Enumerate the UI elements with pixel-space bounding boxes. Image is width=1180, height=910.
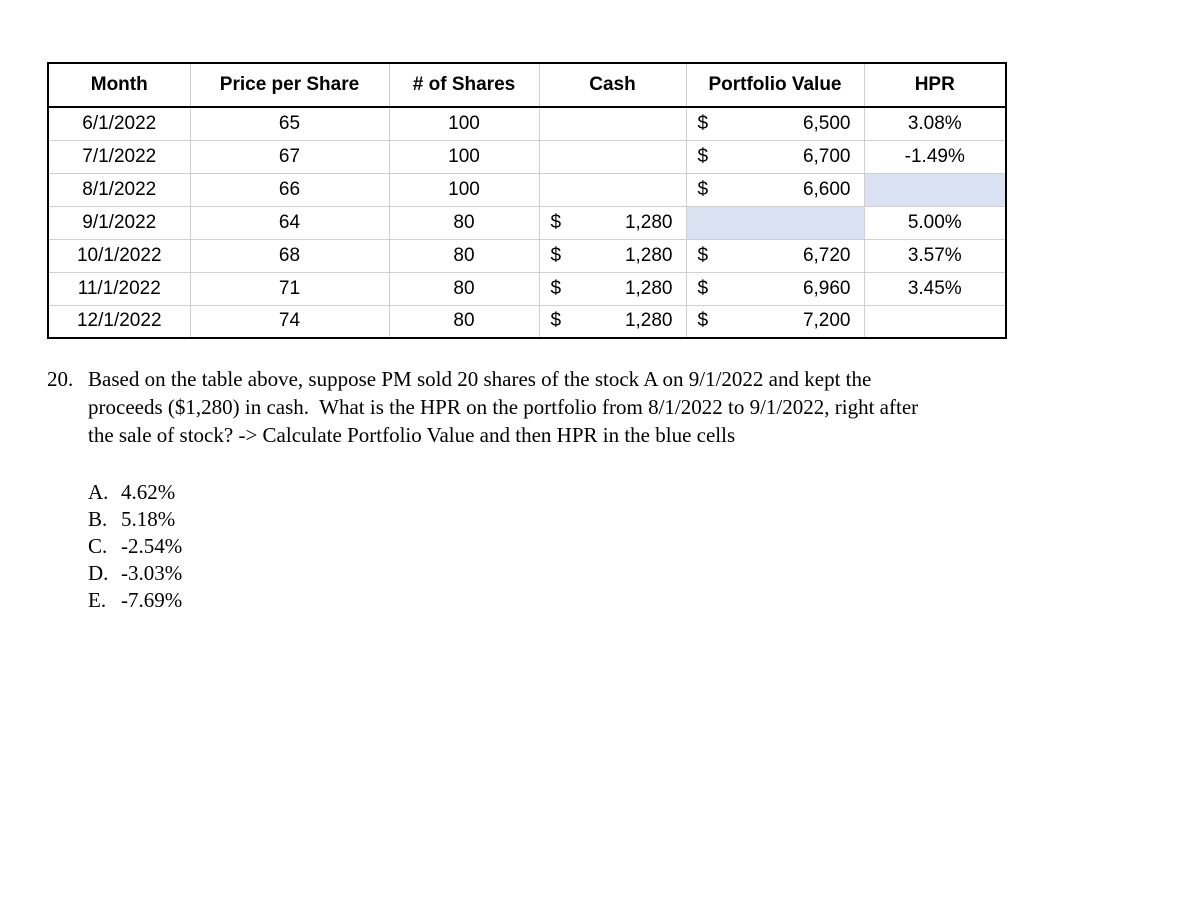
answer-choice-a: A. 4.62% (88, 479, 182, 506)
header-num-shares: # of Shares (388, 62, 540, 108)
dollar-sign: $ (697, 244, 709, 266)
portfolio-table: Month Price per Share # of Shares Cash P… (47, 62, 1007, 339)
price-cell: 68 (189, 238, 390, 273)
choice-letter: A. (88, 480, 109, 504)
choice-letter: D. (88, 561, 109, 585)
portfolio-value-amount: 6,600 (802, 178, 851, 200)
question-line: proceeds ($1,280) in cash. What is the H… (88, 395, 919, 419)
month-cell: 12/1/2022 (47, 304, 191, 339)
dollar-sign: $ (697, 277, 709, 299)
choice-value: 5.18% (121, 507, 176, 531)
table-header-row: Month Price per Share # of Shares Cash P… (47, 62, 1007, 108)
header-price-per-share: Price per Share (189, 62, 390, 108)
hpr-cell: 3.45% (863, 271, 1007, 306)
dollar-sign: $ (550, 310, 562, 332)
header-hpr: HPR (863, 62, 1007, 108)
choice-value: -3.03% (121, 561, 183, 585)
shares-cell: 100 (388, 106, 540, 141)
table-row: 8/1/2022 66 100 $6,600 (47, 172, 1007, 207)
table-row: 12/1/2022 74 80 $1,280 $7,200 (47, 304, 1007, 339)
dollar-sign: $ (550, 211, 562, 233)
portfolio-value-cell: $6,960 (685, 271, 865, 306)
answer-choice-e: E. -7.69% (88, 587, 182, 614)
cash-amount: 1,280 (624, 244, 673, 266)
price-cell: 71 (189, 271, 390, 306)
cash-amount: 1,280 (624, 211, 673, 233)
portfolio-value-cell: $6,500 (685, 106, 865, 141)
dollar-sign: $ (550, 244, 562, 266)
hpr-cell: 3.57% (863, 238, 1007, 273)
month-cell: 7/1/2022 (47, 139, 191, 174)
question-block: 20. Based on the table above, suppose PM… (47, 365, 1067, 449)
portfolio-value-amount: 6,500 (802, 112, 851, 134)
choice-letter: E. (88, 588, 107, 612)
table-row: 7/1/2022 67 100 $6,700 -1.49% (47, 139, 1007, 174)
hpr-cell: 5.00% (863, 205, 1007, 240)
table-row: 9/1/2022 64 80 $1,280 5.00% (47, 205, 1007, 240)
price-cell: 74 (189, 304, 390, 339)
cash-cell: $1,280 (538, 271, 687, 306)
cash-cell (538, 106, 687, 141)
price-cell: 65 (189, 106, 390, 141)
cash-cell (538, 172, 687, 207)
cash-cell: $1,280 (538, 304, 687, 339)
price-cell: 66 (189, 172, 390, 207)
shares-cell: 80 (388, 304, 540, 339)
hpr-cell: 3.08% (863, 106, 1007, 141)
choice-letter: B. (88, 507, 108, 531)
shares-cell: 100 (388, 139, 540, 174)
shares-cell: 80 (388, 271, 540, 306)
price-cell: 64 (189, 205, 390, 240)
hpr-cell-highlighted (863, 172, 1007, 207)
header-month: Month (47, 62, 191, 108)
answer-choice-d: D. -3.03% (88, 560, 182, 587)
cash-cell: $1,280 (538, 205, 687, 240)
portfolio-value-cell: $6,700 (685, 139, 865, 174)
portfolio-value-amount: 7,200 (802, 310, 851, 332)
header-portfolio-value: Portfolio Value (685, 62, 865, 108)
answer-choices: A. 4.62% B. 5.18% C. -2.54% D. -3.03% E.… (88, 479, 182, 614)
header-cash: Cash (538, 62, 687, 108)
question-number: 20. (47, 367, 74, 391)
month-cell: 10/1/2022 (47, 238, 191, 273)
portfolio-value-cell: $7,200 (685, 304, 865, 339)
portfolio-value-amount: 6,960 (802, 277, 851, 299)
dollar-sign: $ (550, 277, 562, 299)
cash-cell (538, 139, 687, 174)
table-row: 6/1/2022 65 100 $6,500 3.08% (47, 106, 1007, 141)
question-line: the sale of stock? -> Calculate Portfoli… (88, 423, 736, 447)
month-cell: 6/1/2022 (47, 106, 191, 141)
answer-choice-c: C. -2.54% (88, 533, 182, 560)
dollar-sign: $ (697, 178, 709, 200)
dollar-sign: $ (697, 112, 709, 134)
cash-cell: $1,280 (538, 238, 687, 273)
portfolio-value-cell: $6,600 (685, 172, 865, 207)
question-line: Based on the table above, suppose PM sol… (88, 367, 872, 391)
shares-cell: 100 (388, 172, 540, 207)
portfolio-value-amount: 6,700 (802, 145, 851, 167)
choice-letter: C. (88, 534, 108, 558)
month-cell: 8/1/2022 (47, 172, 191, 207)
choice-value: -2.54% (121, 534, 183, 558)
price-cell: 67 (189, 139, 390, 174)
hpr-cell (863, 304, 1007, 339)
choice-value: 4.62% (121, 480, 176, 504)
portfolio-value-amount: 6,720 (802, 244, 851, 266)
shares-cell: 80 (388, 205, 540, 240)
cash-amount: 1,280 (624, 310, 673, 332)
table-row: 10/1/2022 68 80 $1,280 $6,720 3.57% (47, 238, 1007, 273)
month-cell: 9/1/2022 (47, 205, 191, 240)
table-row: 11/1/2022 71 80 $1,280 $6,960 3.45% (47, 271, 1007, 306)
hpr-cell: -1.49% (863, 139, 1007, 174)
answer-choice-b: B. 5.18% (88, 506, 182, 533)
question-text: Based on the table above, suppose PM sol… (88, 365, 918, 449)
portfolio-value-cell: $6,720 (685, 238, 865, 273)
month-cell: 11/1/2022 (47, 271, 191, 306)
cash-amount: 1,280 (624, 277, 673, 299)
choice-value: -7.69% (121, 588, 183, 612)
dollar-sign: $ (697, 145, 709, 167)
dollar-sign: $ (697, 310, 709, 332)
portfolio-value-cell-highlighted (685, 205, 865, 240)
shares-cell: 80 (388, 238, 540, 273)
